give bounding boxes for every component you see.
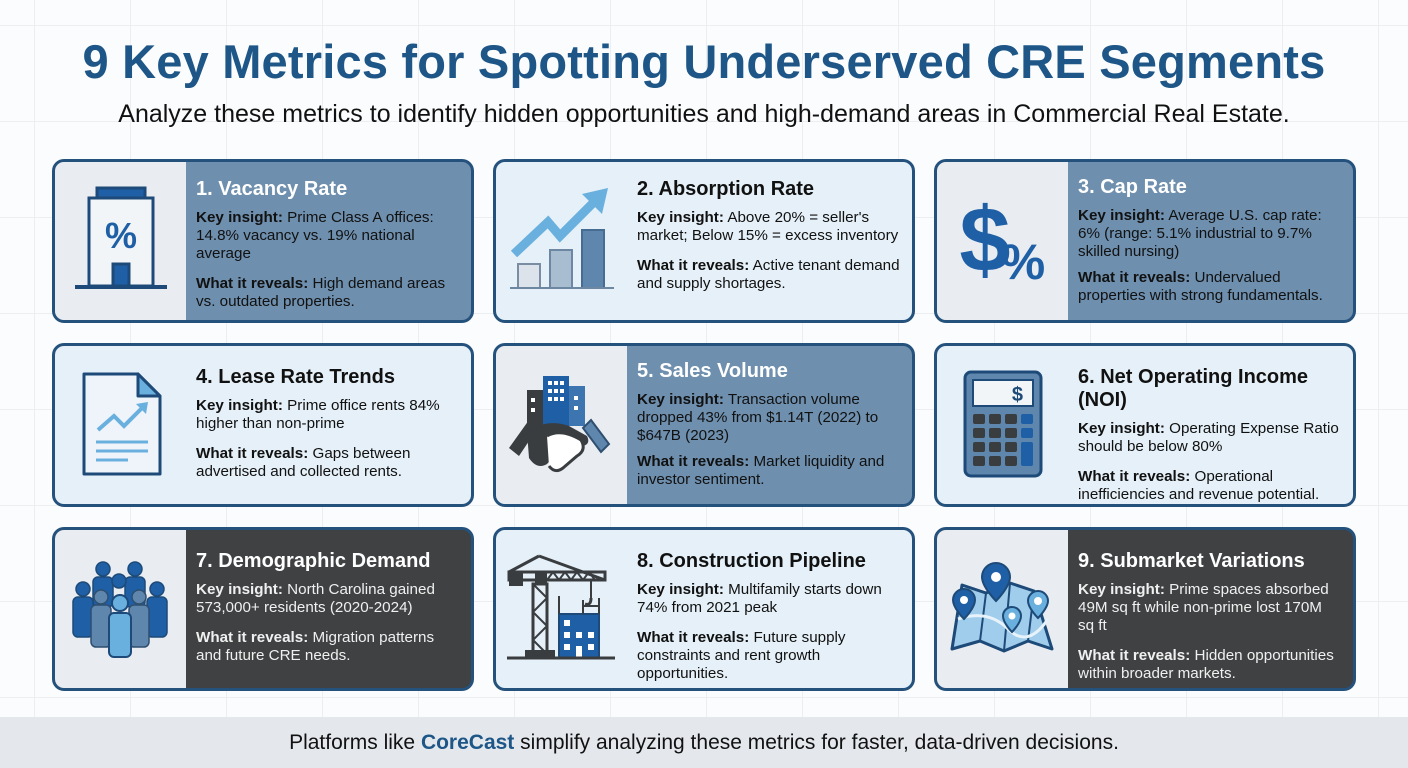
what-it-reveals: What it reveals: Gaps between advertised… <box>196 445 411 480</box>
metric-card-absorption-rate: 2. Absorption Rate Key insight: Above 20… <box>493 159 915 323</box>
key-insight: Key insight: Prime office rents 84% high… <box>196 397 440 432</box>
what-it-reveals: What it reveals: Undervalued properties … <box>1078 269 1323 304</box>
crane-building-icon <box>496 530 627 688</box>
what-it-reveals: What it reveals: High demand areas vs. o… <box>196 275 446 310</box>
metric-title: 3. Cap Rate <box>1078 176 1187 198</box>
building-percent-icon: % <box>55 162 186 320</box>
what-it-reveals: What it reveals: Future supply constrain… <box>637 629 846 682</box>
svg-text:$: $ <box>959 191 1010 291</box>
svg-text:%: % <box>1000 234 1044 290</box>
map-pins-icon <box>937 530 1068 688</box>
key-insight: Key insight: Average U.S. cap rate: 6% (… <box>1078 207 1322 260</box>
metric-card-vacancy-rate: % 1. Vacancy Rate Key insight: Prime Cla… <box>52 159 474 323</box>
metric-title: 2. Absorption Rate <box>637 178 815 200</box>
metric-title: 9. Submarket Variations <box>1078 550 1305 572</box>
people-group-icon <box>55 530 186 688</box>
metric-title: 8. Construction Pipeline <box>637 550 866 572</box>
key-insight: Key insight: Above 20% = seller's market… <box>637 209 899 244</box>
calculator-icon: $ <box>937 346 1068 504</box>
page-subtitle: Analyze these metrics to identify hidden… <box>118 100 1290 128</box>
metric-card-net-operating-income: $ 6. Net Operating Income (NOI) Key insi… <box>934 343 1356 507</box>
handshake-buildings-icon <box>496 346 627 504</box>
footer-suffix: simplify analyzing these metrics for fas… <box>520 730 1119 754</box>
bar-chart-arrow-icon <box>496 162 627 320</box>
metric-title: 1. Vacancy Rate <box>196 178 348 200</box>
key-insight: Key insight: Transaction volume dropped … <box>637 391 879 444</box>
metric-card-demographic-demand: 7. Demographic Demand Key insight: North… <box>52 527 474 691</box>
what-it-reveals: What it reveals: Active tenant demand an… <box>637 257 900 292</box>
svg-text:%: % <box>104 215 136 256</box>
metric-title: 7. Demographic Demand <box>196 550 431 572</box>
metric-card-lease-rate-trends: 4. Lease Rate Trends Key insight: Prime … <box>52 343 474 507</box>
metric-title: 5. Sales Volume <box>637 360 788 382</box>
key-insight: Key insight: Multifamily starts down 74%… <box>637 581 882 616</box>
what-it-reveals: What it reveals: Migration patterns and … <box>196 629 435 664</box>
key-insight: Key insight: North Carolina gained 573,0… <box>196 581 435 616</box>
footer-banner: Platforms like CoreCast simplify analyzi… <box>0 717 1408 768</box>
key-insight: Key insight: Prime spaces absorbed 49M s… <box>1078 581 1329 634</box>
metric-card-cap-rate: $ % 3. Cap Rate Key insight: Average U.S… <box>934 159 1356 323</box>
footer-prefix: Platforms like <box>289 730 416 754</box>
what-it-reveals: What it reveals: Operational inefficienc… <box>1078 468 1320 503</box>
document-trend-icon <box>55 346 186 504</box>
what-it-reveals: What it reveals: Market liquidity and in… <box>637 453 885 488</box>
metric-card-submarket-variations: 9. Submarket Variations Key insight: Pri… <box>934 527 1356 691</box>
metric-card-sales-volume: 5. Sales Volume Key insight: Transaction… <box>493 343 915 507</box>
key-insight: Key insight: Prime Class A offices: 14.8… <box>196 209 434 262</box>
metric-card-construction-pipeline: 8. Construction Pipeline Key insight: Mu… <box>493 527 915 691</box>
page-title: 9 Key Metrics for Spotting Underserved C… <box>82 35 1326 88</box>
brand-name: CoreCast <box>420 730 515 754</box>
metric-title: 6. Net Operating Income (NOI) <box>1078 366 1309 411</box>
svg-text:$: $ <box>1011 384 1022 406</box>
key-insight: Key insight: Operating Expense Ratio sho… <box>1078 420 1339 455</box>
dollar-percent-icon: $ % <box>937 162 1068 320</box>
what-it-reveals: What it reveals: Hidden opportunities wi… <box>1078 647 1334 682</box>
metric-title: 4. Lease Rate Trends <box>196 366 395 388</box>
